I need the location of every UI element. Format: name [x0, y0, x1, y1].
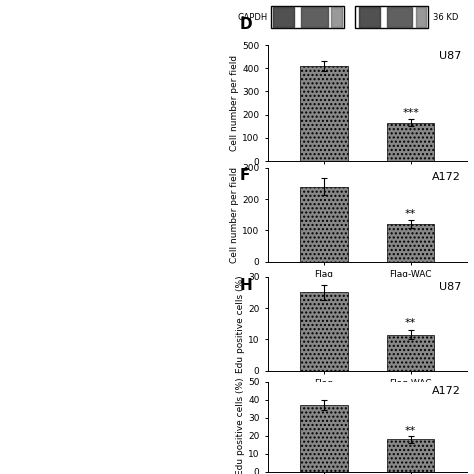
- Bar: [300, 405, 348, 472]
- Text: **: **: [405, 319, 416, 328]
- Text: D: D: [239, 17, 252, 32]
- Text: **: **: [405, 426, 416, 436]
- Text: U87: U87: [438, 51, 461, 61]
- Y-axis label: Edu positive cells (%): Edu positive cells (%): [236, 275, 245, 373]
- Text: 36 KD: 36 KD: [433, 13, 458, 21]
- Bar: [271, 6, 344, 28]
- Text: A172: A172: [432, 386, 461, 396]
- Y-axis label: Cell number per field: Cell number per field: [230, 167, 239, 263]
- Text: F: F: [239, 168, 250, 183]
- Bar: [356, 6, 428, 28]
- Y-axis label: Cell number per field: Cell number per field: [230, 55, 239, 151]
- Y-axis label: Edu positive cells (%): Edu positive cells (%): [236, 378, 245, 474]
- Bar: [387, 335, 435, 371]
- Bar: [300, 187, 348, 262]
- Bar: [387, 439, 435, 472]
- Text: H: H: [239, 278, 252, 293]
- Bar: [300, 66, 348, 161]
- Text: ***: ***: [402, 108, 419, 118]
- Bar: [300, 292, 348, 371]
- Text: A172: A172: [432, 173, 461, 182]
- Bar: [387, 224, 435, 262]
- Text: **: **: [405, 210, 416, 219]
- Text: GAPDH: GAPDH: [237, 13, 267, 21]
- Text: U87: U87: [438, 282, 461, 292]
- Bar: [387, 123, 435, 161]
